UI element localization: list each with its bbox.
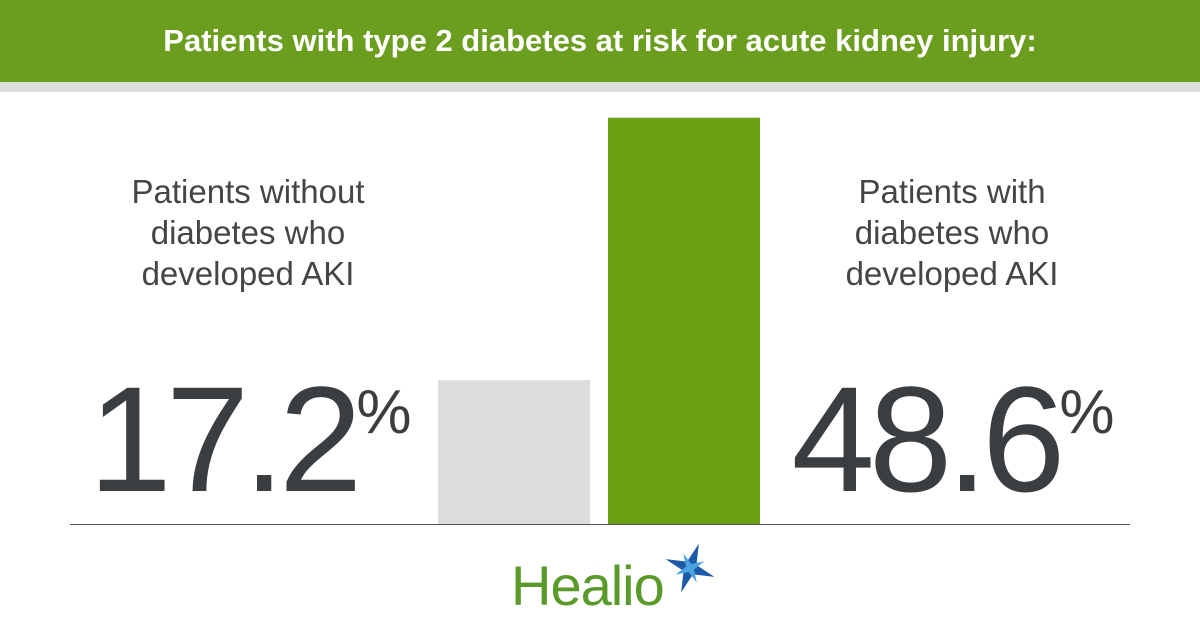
divider-strip — [0, 82, 1200, 92]
logo-star — [665, 543, 715, 593]
value-label: 17.2% — [88, 355, 412, 523]
bar — [608, 117, 760, 524]
category-label: Patients without diabetes who developed … — [131, 173, 365, 292]
value-label: 48.6% — [791, 355, 1115, 523]
category-label: Patients with diabetes who developed AKI — [845, 173, 1059, 292]
chart-title: Patients with type 2 diabetes at risk fo… — [0, 0, 1200, 82]
logo: Healio — [511, 554, 665, 617]
bar — [438, 380, 590, 524]
